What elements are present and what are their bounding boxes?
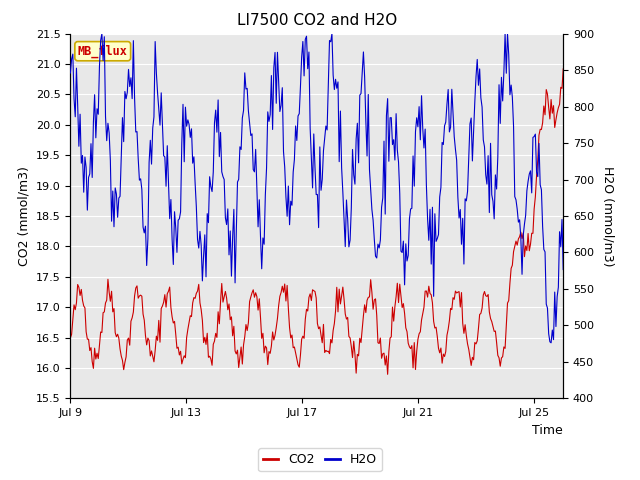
Title: LI7500 CO2 and H2O: LI7500 CO2 and H2O xyxy=(237,13,397,28)
Legend: CO2, H2O: CO2, H2O xyxy=(258,448,382,471)
Y-axis label: H2O (mmol/m3): H2O (mmol/m3) xyxy=(602,166,615,266)
Text: MB_flux: MB_flux xyxy=(78,45,127,58)
Y-axis label: CO2 (mmol/m3): CO2 (mmol/m3) xyxy=(17,166,30,266)
X-axis label: Time: Time xyxy=(532,424,563,437)
